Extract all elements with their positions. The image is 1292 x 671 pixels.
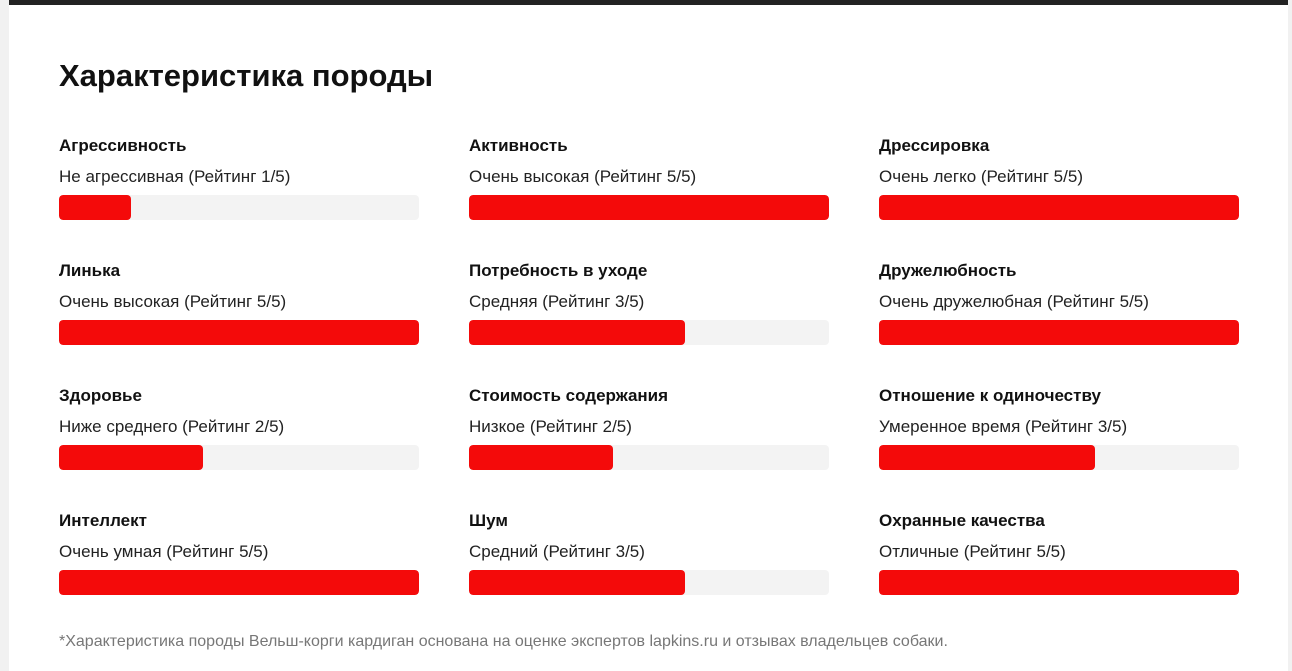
characteristic-value: Умеренное время (Рейтинг 3/5) xyxy=(879,417,1128,436)
footnote: *Характеристика породы Вельш-корги карди… xyxy=(59,633,948,650)
characteristic-value: Ниже среднего (Рейтинг 2/5) xyxy=(59,417,285,436)
rating-bar-fill xyxy=(879,570,1239,595)
rating-bar-track xyxy=(879,445,1239,470)
characteristic-aggression: Агрессивность Не агрессивная (Рейтинг 1/… xyxy=(59,135,419,225)
characteristic-value: Очень легко (Рейтинг 5/5) xyxy=(879,167,1083,186)
characteristic-name: Стоимость содержания xyxy=(469,386,669,405)
characteristic-name: Здоровье xyxy=(59,386,142,405)
rating-bar-track xyxy=(879,195,1239,220)
characteristic-name: Охранные качества xyxy=(879,511,1045,530)
characteristic-cost: Стоимость содержания Низкое (Рейтинг 2/5… xyxy=(469,385,829,475)
rating-bar-track xyxy=(879,320,1239,345)
rating-bar-fill xyxy=(59,320,419,345)
characteristic-value: Средний (Рейтинг 3/5) xyxy=(469,542,645,561)
characteristic-value: Не агрессивная (Рейтинг 1/5) xyxy=(59,167,291,186)
rating-bar-track xyxy=(469,445,829,470)
characteristic-activity: Активность Очень высокая (Рейтинг 5/5) xyxy=(469,135,829,225)
rating-bar-track xyxy=(469,320,829,345)
rating-bar-track xyxy=(469,195,829,220)
rating-bar-track xyxy=(59,195,419,220)
rating-bar-fill xyxy=(879,445,1095,470)
rating-bar-fill xyxy=(879,320,1239,345)
rating-bar-fill xyxy=(879,195,1239,220)
rating-bar-fill xyxy=(469,195,829,220)
characteristic-value: Очень высокая (Рейтинг 5/5) xyxy=(469,167,697,186)
top-divider xyxy=(9,0,1288,5)
rating-bar-track xyxy=(59,320,419,345)
characteristic-name: Потребность в уходе xyxy=(469,261,648,280)
characteristic-name: Активность xyxy=(469,136,568,155)
characteristic-name: Линька xyxy=(59,261,121,280)
rating-bar-track xyxy=(59,445,419,470)
characteristic-guarding: Охранные качества Отличные (Рейтинг 5/5) xyxy=(879,510,1239,600)
characteristic-name: Шум xyxy=(469,511,508,530)
characteristic-name: Отношение к одиночеству xyxy=(879,386,1101,405)
characteristic-shedding: Линька Очень высокая (Рейтинг 5/5) xyxy=(59,260,419,350)
characteristic-value: Низкое (Рейтинг 2/5) xyxy=(469,417,632,436)
characteristic-value: Отличные (Рейтинг 5/5) xyxy=(879,542,1066,561)
characteristic-friendliness: Дружелюбность Очень дружелюбная (Рейтинг… xyxy=(879,260,1239,350)
characteristic-value: Очень дружелюбная (Рейтинг 5/5) xyxy=(879,292,1149,311)
rating-bar-fill xyxy=(469,320,685,345)
rating-bar-track xyxy=(469,570,829,595)
characteristic-training: Дрессировка Очень легко (Рейтинг 5/5) xyxy=(879,135,1239,225)
characteristic-health: Здоровье Ниже среднего (Рейтинг 2/5) xyxy=(59,385,419,475)
characteristic-noise: Шум Средний (Рейтинг 3/5) xyxy=(469,510,829,600)
characteristic-name: Интеллект xyxy=(59,511,147,530)
characteristic-name: Агрессивность xyxy=(59,136,187,155)
rating-bar-fill xyxy=(469,445,613,470)
characteristic-value: Очень умная (Рейтинг 5/5) xyxy=(59,542,269,561)
rating-bar-fill xyxy=(59,445,203,470)
rating-bar-fill xyxy=(59,570,419,595)
characteristic-value: Очень высокая (Рейтинг 5/5) xyxy=(59,292,287,311)
rating-bar-track xyxy=(879,570,1239,595)
rating-bar-fill xyxy=(469,570,685,595)
page-title: Характеристика породы xyxy=(59,58,434,93)
characteristic-name: Дружелюбность xyxy=(879,261,1017,280)
characteristic-intellect: Интеллект Очень умная (Рейтинг 5/5) xyxy=(59,510,419,600)
characteristics-grid: Агрессивность Не агрессивная (Рейтинг 1/… xyxy=(59,135,1239,595)
characteristic-grooming: Потребность в уходе Средняя (Рейтинг 3/5… xyxy=(469,260,829,350)
rating-bar-track xyxy=(59,570,419,595)
characteristic-value: Средняя (Рейтинг 3/5) xyxy=(469,292,645,311)
characteristic-loneliness: Отношение к одиночеству Умеренное время … xyxy=(879,385,1239,475)
rating-bar-fill xyxy=(59,195,131,220)
breed-characteristics-section: Характеристика породы Агрессивность Не а… xyxy=(9,0,1288,671)
characteristic-name: Дрессировка xyxy=(879,136,990,155)
